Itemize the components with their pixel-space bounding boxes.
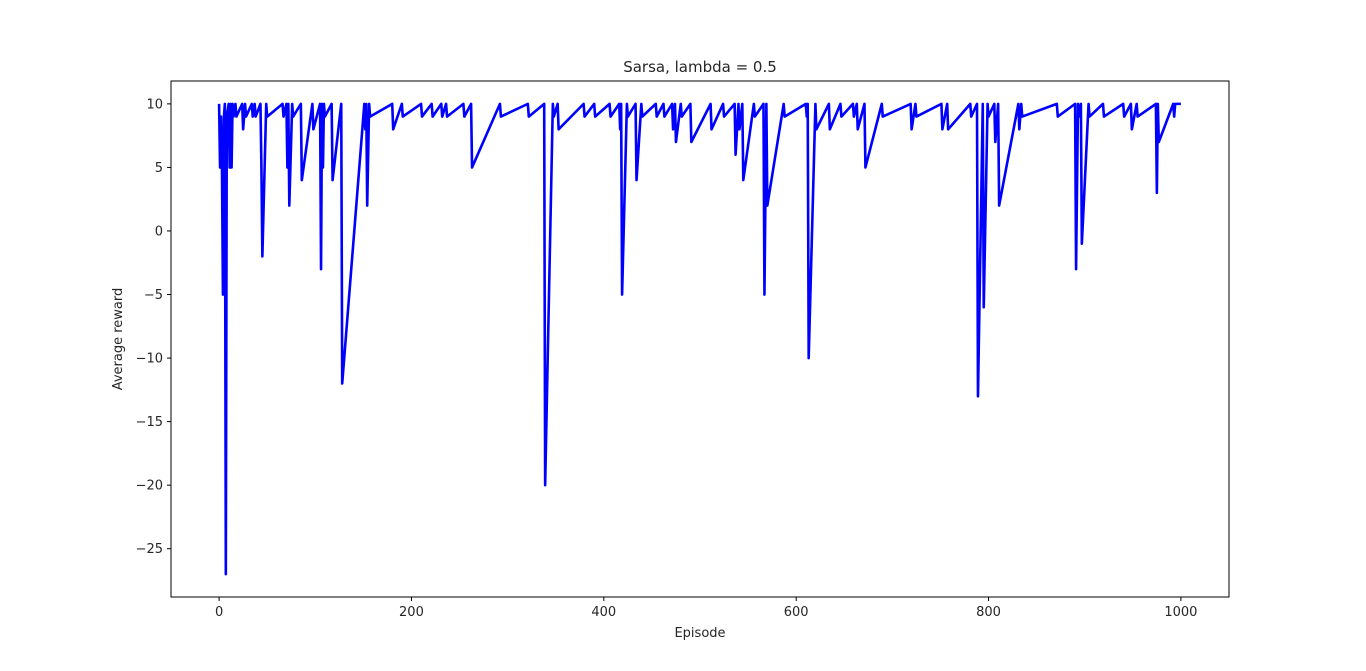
axis-ticks: 0 200 400 600 800 1000 10 5 0 −5 −10 −15 −20 −25 (136, 97, 1198, 620)
y-tick-label: 10 (146, 97, 163, 112)
x-tick-label: 600 (784, 605, 809, 620)
plot-frame (170, 80, 1230, 598)
plot-background (171, 81, 1229, 597)
y-tick-label: −15 (136, 415, 163, 430)
chart-title: Sarsa, lambda = 0.5 (623, 58, 777, 76)
y-tick-label: 0 (155, 224, 163, 239)
x-tick-label: 1000 (1164, 605, 1197, 620)
y-tick-label: −10 (136, 352, 163, 367)
series-line (217, 102, 1181, 576)
y-tick-label: −5 (144, 288, 163, 303)
y-axis-label: Average reward (111, 288, 126, 391)
x-tick-label: 0 (215, 605, 223, 620)
y-tick-label: 5 (155, 161, 163, 176)
y-tick-label: −25 (136, 542, 163, 557)
x-tick-label: 800 (976, 605, 1001, 620)
y-tick-label: −20 (136, 479, 163, 494)
x-tick-label: 400 (591, 605, 616, 620)
x-tick-label: 200 (399, 605, 424, 620)
x-axis-label: Episode (674, 626, 725, 641)
